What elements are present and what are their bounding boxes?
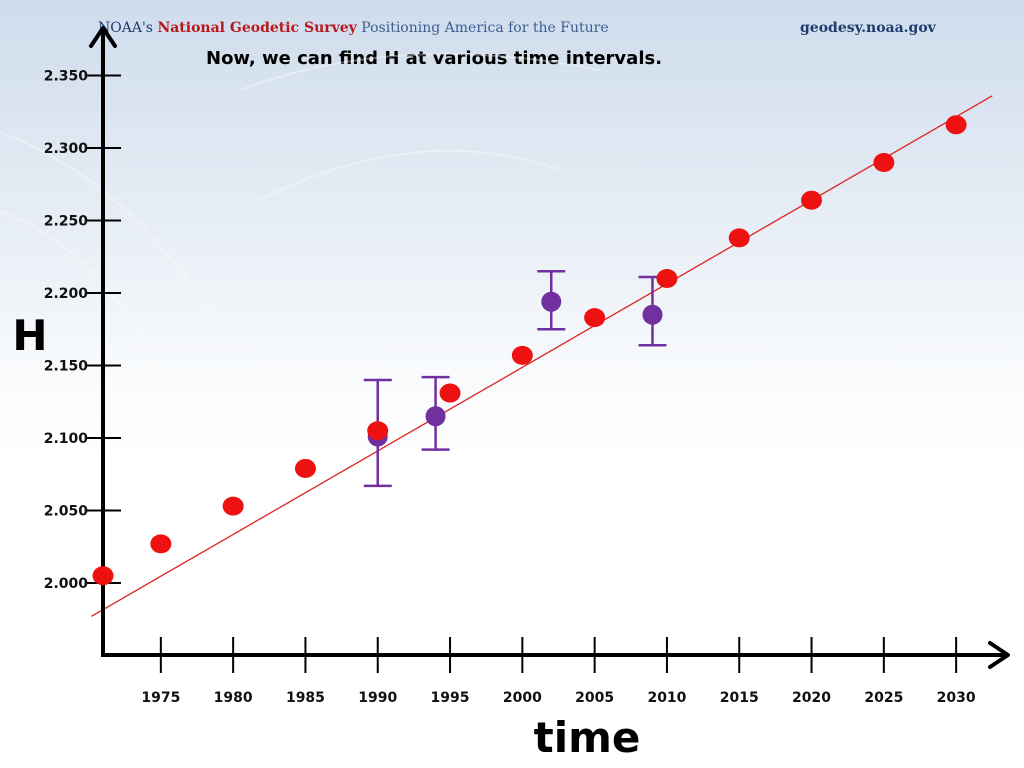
bg-arc-1 — [0, 131, 221, 331]
observed-point — [425, 406, 446, 427]
predicted-point — [728, 228, 750, 248]
predicted-point — [439, 383, 461, 403]
y-tick-label: 2.350 — [44, 69, 89, 85]
predicted-point — [367, 421, 389, 441]
x-tick-label: 2010 — [647, 690, 686, 706]
y-axis-arrowhead — [89, 26, 117, 48]
observed-point — [541, 291, 562, 312]
x-tick-label: 2030 — [937, 690, 976, 706]
predicted-point — [656, 269, 678, 288]
y-tick-label: 2.200 — [44, 286, 89, 302]
y-tick-label: 2.100 — [44, 431, 89, 447]
x-tick-label: 2020 — [792, 690, 831, 706]
x-tick-label: 1975 — [141, 690, 180, 706]
y-axis-title: H — [12, 311, 47, 360]
predicted-point — [584, 308, 606, 328]
y-axis-ticks: 2.000 2.050 2.100 2.150 2.200 2.250 2.300 2.350 — [44, 69, 121, 592]
y-tick-label: 2.050 — [44, 504, 89, 520]
y-tick-label: 2.250 — [44, 214, 89, 230]
slide-title: Now, we can find H at various time inter… — [206, 48, 663, 69]
axes — [89, 26, 1010, 669]
predicted-point — [945, 115, 967, 135]
x-axis-arrowhead — [988, 641, 1010, 669]
predicted-points — [92, 115, 967, 586]
noaa-ngs-logo: NOAA's National Geodetic Survey Position… — [98, 20, 609, 36]
logo-prefix: NOAA's — [98, 20, 158, 36]
predicted-point — [294, 458, 316, 478]
bg-arc-3 — [259, 149, 561, 201]
logo-tagline: Positioning America for the Future — [356, 20, 609, 36]
predicted-point — [150, 534, 172, 554]
x-tick-label: 2005 — [575, 690, 614, 706]
y-tick-label: 2.150 — [44, 359, 89, 375]
trend-line-layer — [91, 95, 993, 617]
observed-point — [642, 304, 663, 325]
trend-line — [91, 95, 993, 617]
predicted-point — [801, 190, 823, 210]
predicted-point — [92, 566, 114, 586]
predicted-point — [222, 496, 244, 516]
bg-arc-4 — [239, 53, 601, 91]
predicted-point — [873, 153, 895, 172]
predicted-point — [511, 345, 533, 365]
y-tick-label: 2.300 — [44, 141, 89, 157]
logo-org-name: National Geodetic Survey — [157, 20, 357, 36]
x-tick-label: 1990 — [358, 690, 397, 706]
error-bars — [363, 270, 667, 488]
x-axis-title: time — [534, 713, 641, 762]
x-tick-label: 1980 — [214, 690, 253, 706]
x-tick-label: 2025 — [864, 690, 903, 706]
slide-header: NOAA's National Geodetic Survey Position… — [0, 18, 1024, 44]
x-tick-label: 1995 — [431, 690, 470, 706]
x-tick-label: 2000 — [503, 690, 542, 706]
x-axis-ticks: 1975 1980 1985 1990 1995 2000 2005 2010 2015 2020… — [141, 637, 976, 706]
bg-arc-2 — [0, 210, 181, 421]
x-tick-label: 2015 — [720, 690, 759, 706]
y-tick-label: 2.000 — [44, 576, 89, 592]
observed-points — [367, 291, 663, 447]
x-tick-label: 1985 — [286, 690, 325, 706]
site-url: geodesy.noaa.gov — [800, 20, 936, 36]
